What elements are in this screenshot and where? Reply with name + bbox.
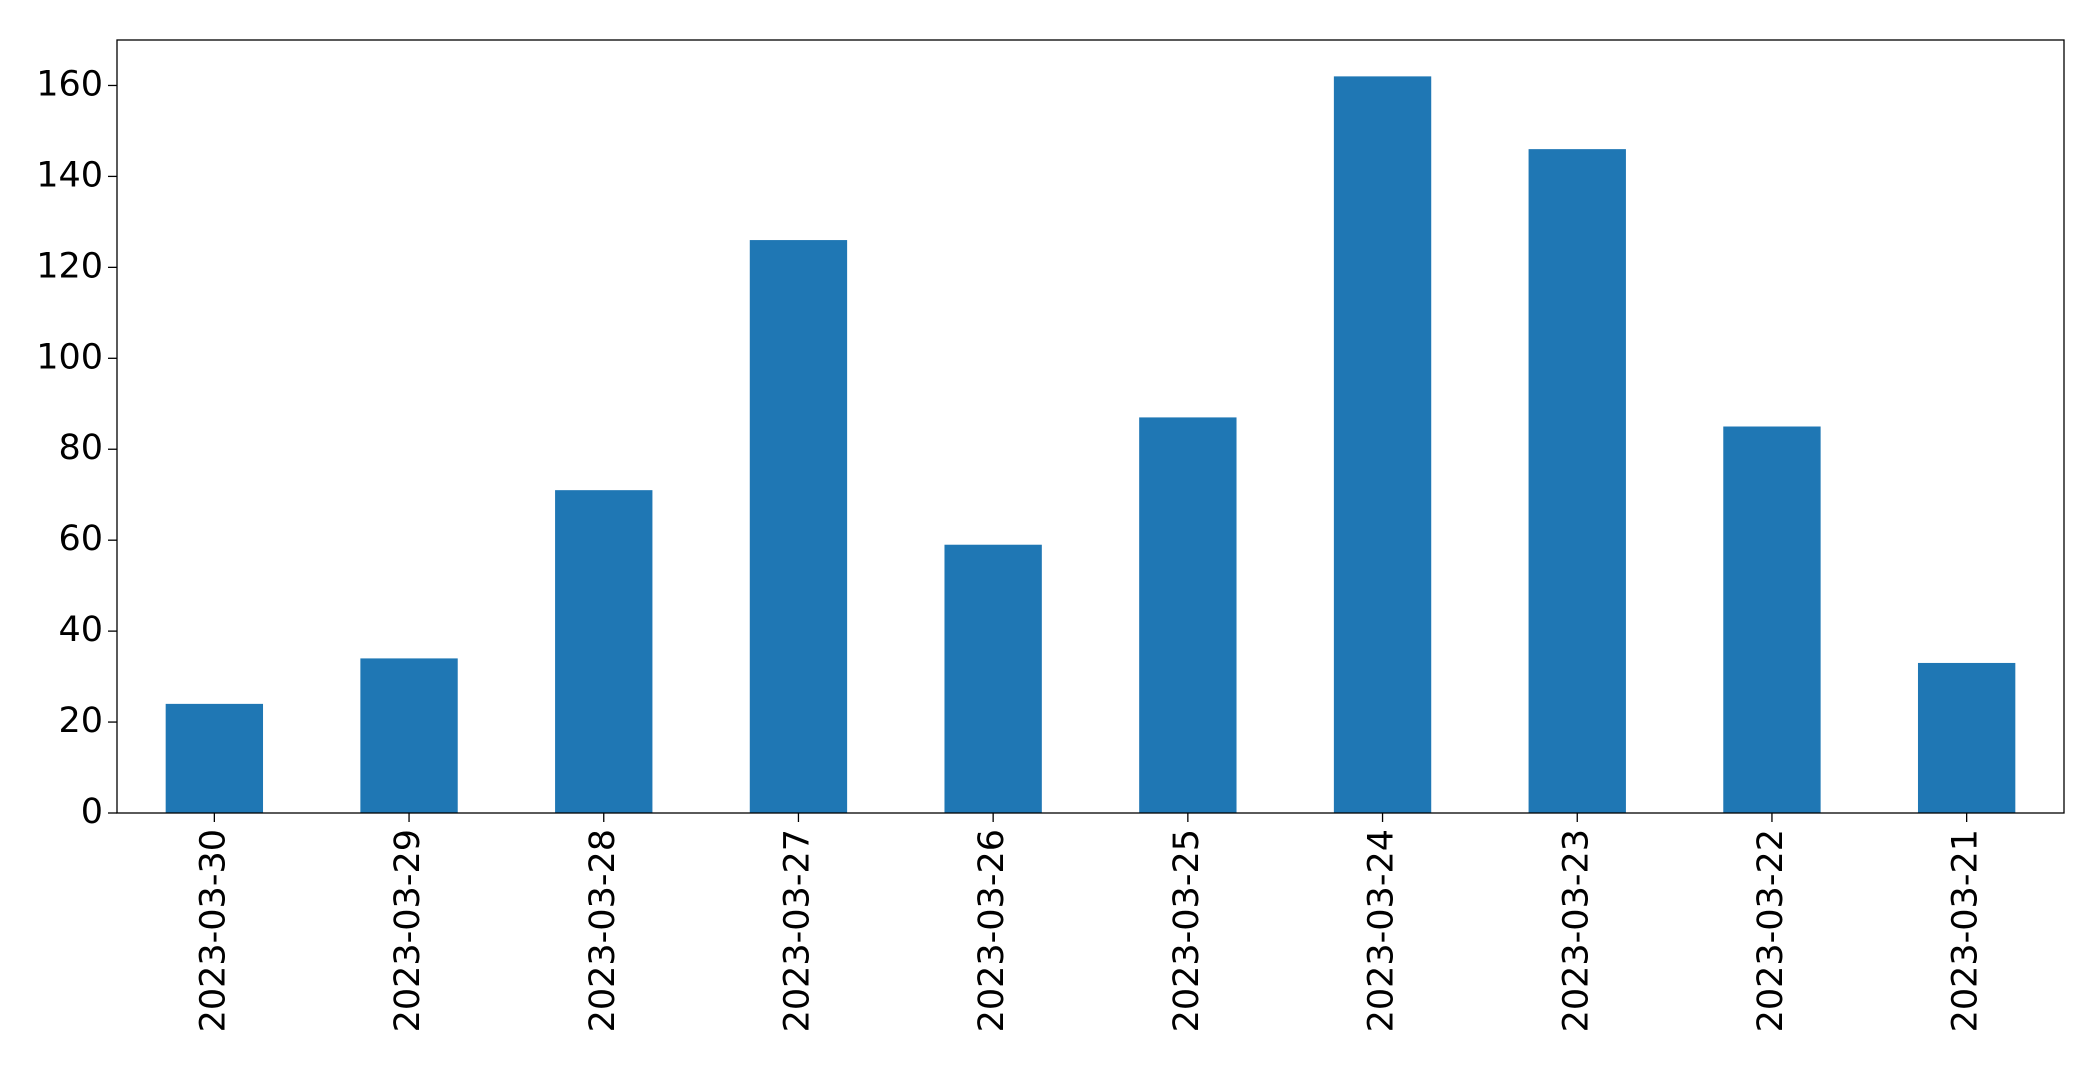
y-tick-label: 160 — [36, 64, 103, 104]
x-tick-label: 2023-03-28 — [583, 829, 623, 1032]
bar — [1723, 426, 1821, 813]
y-tick-label: 60 — [58, 519, 103, 559]
x-tick-label: 2023-03-25 — [1167, 829, 1207, 1032]
y-tick-label: 40 — [58, 610, 103, 650]
bar — [1333, 76, 1432, 814]
x-tick-label: 2023-03-27 — [777, 829, 817, 1032]
bar — [749, 240, 848, 814]
x-tick-label: 2023-03-24 — [1362, 829, 1402, 1032]
bar — [360, 658, 458, 813]
x-tick-label: 2023-03-29 — [388, 829, 428, 1032]
y-tick-label: 140 — [36, 155, 103, 195]
y-tick-label: 100 — [36, 337, 103, 377]
x-tick-label: 2023-03-23 — [1556, 829, 1596, 1032]
plot-frame — [116, 39, 2065, 814]
x-tick-label: 2023-03-26 — [972, 829, 1012, 1032]
bar — [1528, 149, 1626, 814]
bar — [555, 490, 653, 813]
y-tick-label: 0 — [81, 792, 103, 832]
y-tick-label: 120 — [36, 246, 103, 286]
x-tick-label: 2023-03-30 — [193, 829, 233, 1032]
bar — [165, 703, 264, 813]
x-tick-label: 2023-03-22 — [1751, 829, 1791, 1032]
bar — [1917, 662, 2016, 813]
bar — [1139, 417, 1237, 813]
y-tick-label: 20 — [58, 701, 103, 741]
x-tick-label: 2023-03-21 — [1946, 829, 1986, 1032]
y-tick-label: 80 — [58, 428, 103, 468]
bar — [944, 544, 1042, 813]
